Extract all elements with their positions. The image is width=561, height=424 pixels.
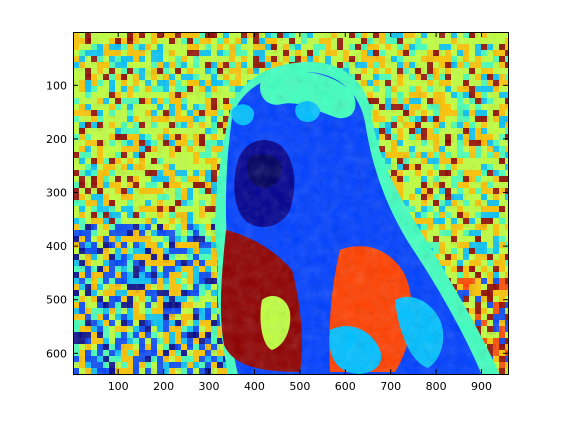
- image-pixel: [97, 374, 103, 375]
- y-tick-label: 300: [46, 187, 67, 200]
- x-tick-label: 500: [289, 380, 310, 393]
- image-pixel: [415, 374, 421, 375]
- x-tick-label: 300: [199, 380, 220, 393]
- y-tick-label: 200: [46, 133, 67, 146]
- image-layer: [73, 32, 509, 375]
- image-pixel: [367, 374, 373, 375]
- y-tick-label: 500: [46, 294, 67, 307]
- image-pixel: [505, 374, 509, 375]
- x-tick-label: 100: [108, 380, 129, 393]
- y-tick-label: 400: [46, 240, 67, 253]
- y-tick-label: 100: [46, 79, 67, 92]
- image-pixel: [403, 374, 409, 375]
- image-texture-overlay: [73, 32, 509, 375]
- image-pixel: [79, 374, 85, 375]
- x-tick-label: 900: [471, 380, 492, 393]
- y-tick-label: 600: [46, 347, 67, 360]
- image-pixel: [355, 374, 361, 375]
- x-tick-label: 600: [335, 380, 356, 393]
- x-tick-label: 400: [244, 380, 265, 393]
- ticks-layer: 100 200 300 400 500 600 700 800 900 100 200 300 400 5…: [46, 32, 508, 393]
- image-pixel: [277, 374, 283, 375]
- image-pixel: [313, 374, 319, 375]
- x-tick-label: 700: [380, 380, 401, 393]
- image-pixel: [283, 374, 289, 375]
- x-tick-label: 800: [426, 380, 447, 393]
- x-tick-label: 200: [153, 380, 174, 393]
- axes-frame: [73, 32, 509, 375]
- image-pixel: [145, 374, 151, 375]
